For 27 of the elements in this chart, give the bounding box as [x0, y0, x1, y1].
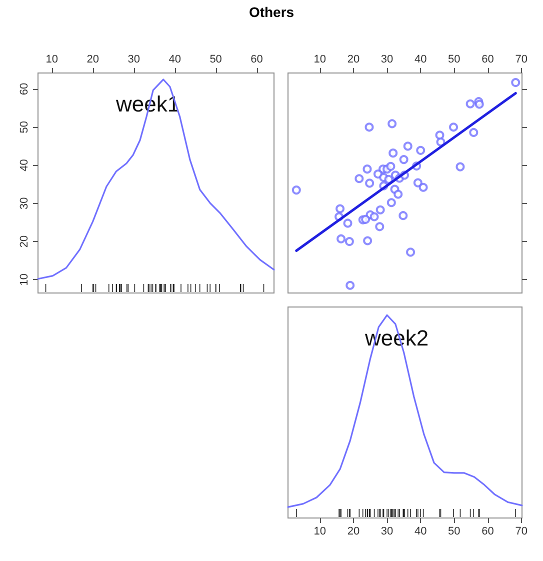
x-tick-label: 30 — [380, 54, 394, 66]
y-tick-label: 60 — [18, 82, 30, 96]
x-tick-label: 70 — [515, 54, 528, 66]
x-tick-label: 60 — [482, 54, 494, 66]
x-tick-label: 40 — [168, 54, 181, 66]
x-tick-label: 50 — [448, 526, 460, 538]
x-tick-label: 60 — [250, 54, 263, 66]
x-tick-label: 10 — [46, 54, 58, 66]
x-tick-label: 30 — [128, 54, 140, 66]
x-tick-label: 50 — [448, 54, 460, 66]
x-tick-label: 70 — [515, 526, 528, 538]
x-tick-label: 40 — [414, 526, 427, 538]
y-tick-label: 30 — [18, 197, 30, 210]
x-tick-label: 20 — [86, 54, 100, 66]
x-tick-label: 10 — [314, 526, 326, 538]
y-tick-label: 10 — [18, 274, 30, 286]
x-tick-label: 10 — [314, 54, 326, 66]
x-tick-label: 40 — [414, 54, 427, 66]
y-tick-label: 40 — [18, 159, 30, 172]
x-tick-label: 20 — [347, 54, 360, 66]
chart-title: Others — [248, 4, 296, 20]
y-tick-label: 50 — [18, 121, 30, 134]
y-tick-label: 20 — [18, 235, 30, 248]
x-tick-label: 20 — [347, 526, 360, 538]
x-tick-label: 30 — [380, 526, 394, 538]
x-tick-label: 50 — [210, 54, 222, 66]
x-tick-label: 60 — [482, 526, 494, 538]
